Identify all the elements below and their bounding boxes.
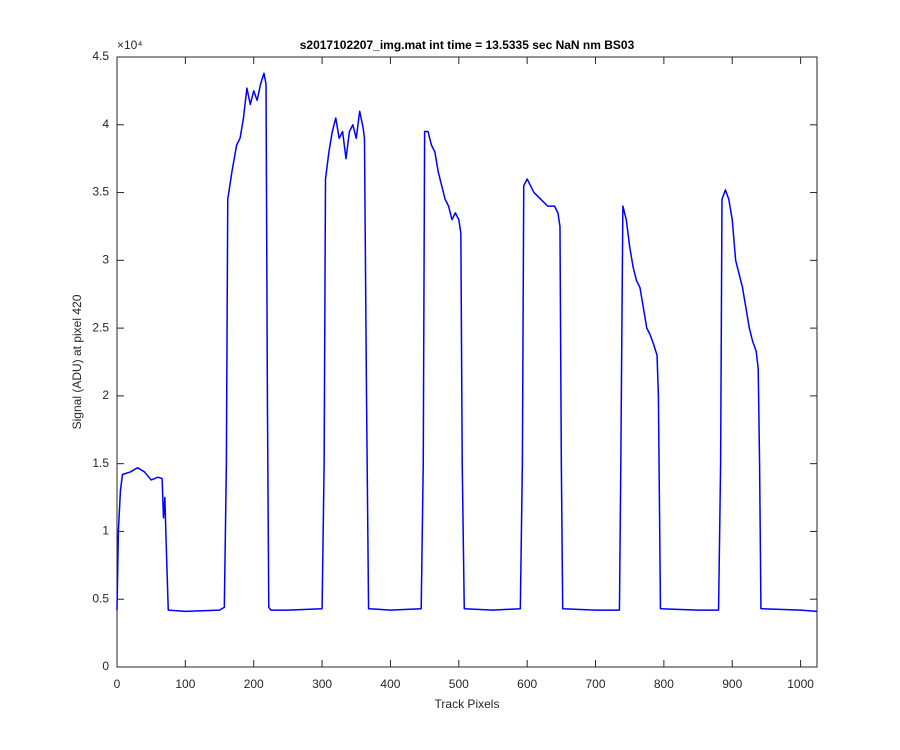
x-tick-label: 500 — [449, 677, 469, 691]
x-tick-label: 200 — [244, 677, 264, 691]
y-tick-label: 0 — [102, 659, 109, 673]
y-tick-label: 0.5 — [92, 591, 109, 605]
x-tick-label: 600 — [517, 677, 537, 691]
y-axis-label: Signal (ADU) at pixel 420 — [70, 294, 84, 429]
y-tick-label: 1 — [102, 524, 109, 538]
y-tick-label: 2.5 — [92, 320, 109, 334]
data-line — [116, 72, 818, 613]
x-axis-label: Track Pixels — [435, 697, 500, 711]
x-tick-label: 0 — [114, 677, 121, 691]
x-tick-label: 100 — [175, 677, 195, 691]
plot-box — [116, 56, 818, 668]
chart-title: s2017102207_img.mat int time = 13.5335 s… — [300, 38, 635, 52]
x-tick-label: 700 — [586, 677, 606, 691]
y-tick-label: 2 — [102, 388, 109, 402]
x-tick-label: 1000 — [787, 677, 814, 691]
x-tick-label: 400 — [380, 677, 400, 691]
y-tick-label: 4 — [102, 117, 109, 131]
y-tick-label: 4.5 — [92, 49, 109, 63]
y-tick-label: 3.5 — [92, 185, 109, 199]
x-tick-label: 900 — [722, 677, 742, 691]
y-tick-label: 1.5 — [92, 456, 109, 470]
y-scale-label: ×10⁴ — [117, 38, 143, 52]
y-tick-label: 3 — [102, 253, 109, 267]
x-tick-label: 300 — [312, 677, 332, 691]
x-tick-label: 800 — [654, 677, 674, 691]
